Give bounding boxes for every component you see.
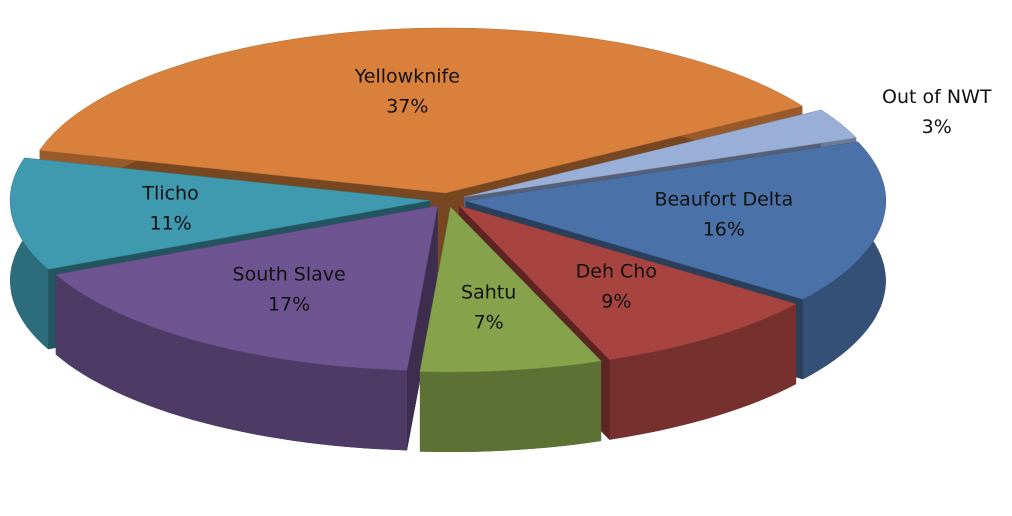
slice-value-label: 37%: [386, 95, 428, 117]
slice-label: Sahtu: [461, 282, 516, 304]
slice-value-label: 9%: [601, 291, 631, 313]
slice-top: [39, 27, 803, 194]
slice-label: Tlicho: [141, 183, 198, 205]
slice-value-label: 3%: [922, 116, 952, 138]
slice-top: [465, 141, 887, 300]
slice-value-label: 11%: [149, 213, 191, 235]
slice: [55, 205, 439, 451]
slice-top: [458, 205, 797, 360]
slice-top: [464, 109, 857, 198]
slice-label: Beaufort Delta: [654, 188, 793, 210]
slice-label: Yellowknife: [354, 65, 460, 87]
slice-top: [55, 205, 439, 371]
slice-label: Deh Cho: [576, 261, 657, 283]
slice-value-label: 17%: [268, 293, 310, 315]
slice-outer-wall: [419, 361, 602, 452]
slice-top: [9, 157, 431, 270]
slice-outer-wall: [55, 274, 408, 451]
slice-value-label: 7%: [474, 312, 504, 334]
slice: [419, 206, 602, 452]
slice-label: South Slave: [233, 263, 346, 285]
slice-label: Out of NWT: [882, 86, 992, 108]
slice-top: [419, 206, 602, 373]
slice-value-label: 16%: [703, 218, 745, 240]
slice-outer-wall: [609, 304, 797, 440]
